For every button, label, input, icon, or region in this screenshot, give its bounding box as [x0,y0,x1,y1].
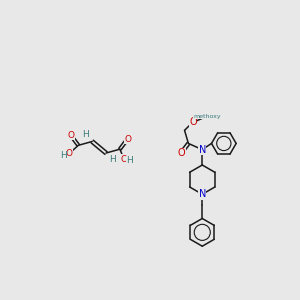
Text: O: O [121,155,128,164]
Text: H: H [60,151,67,160]
Text: methoxy: methoxy [193,114,221,119]
Text: O: O [189,117,197,127]
Text: H: H [109,155,116,164]
Text: O: O [67,131,74,140]
Text: O: O [178,148,185,158]
Text: H: H [127,156,133,165]
Text: N: N [199,145,206,154]
Text: O: O [124,135,131,144]
Text: H: H [82,130,89,139]
Text: N: N [199,189,206,199]
Text: O: O [65,149,73,158]
